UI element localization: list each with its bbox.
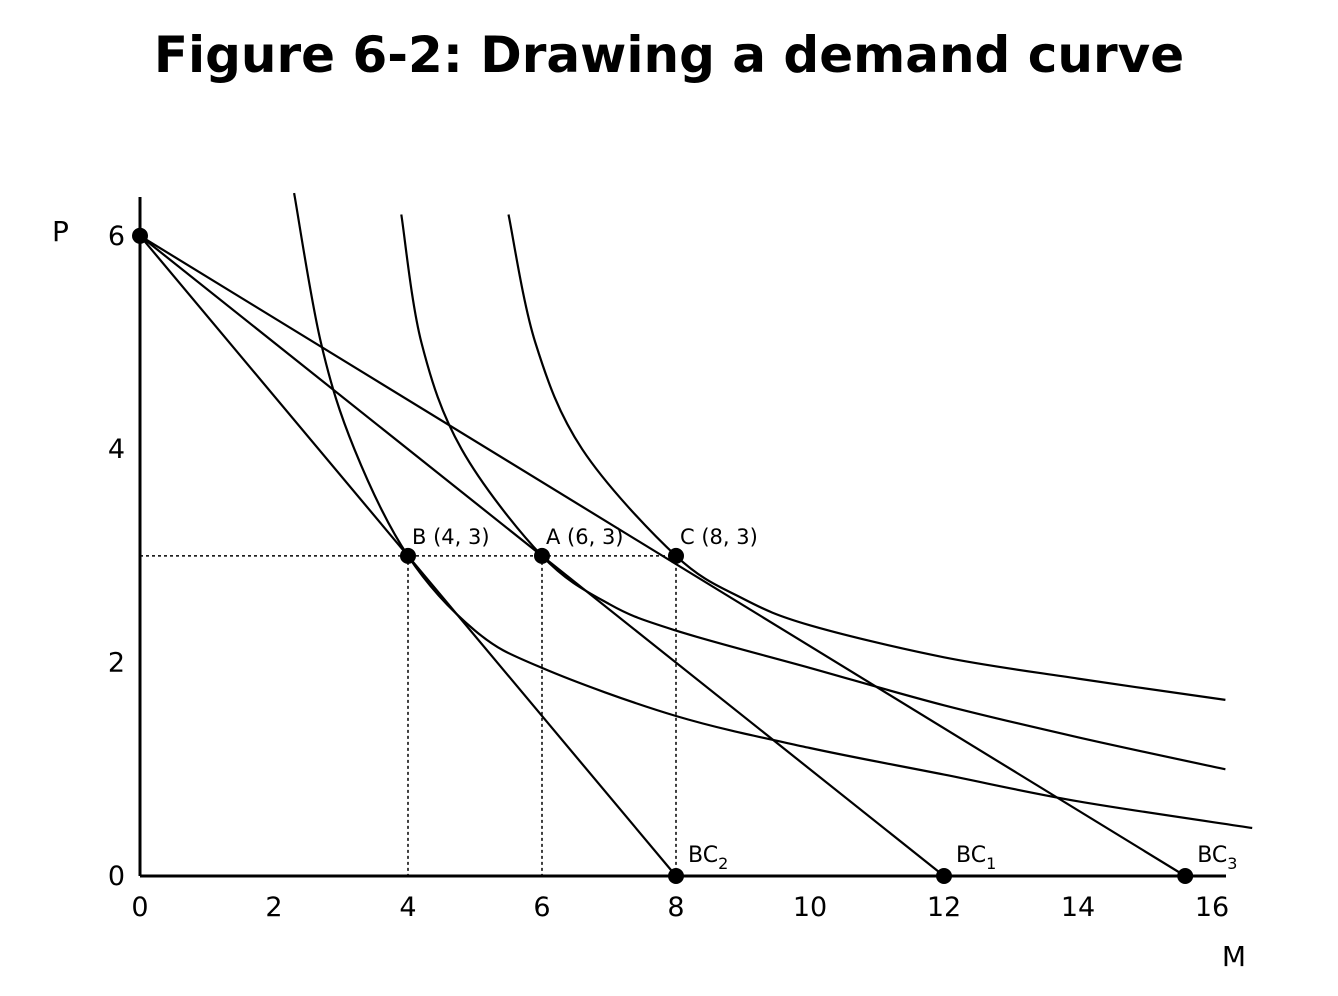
point-label: C (8, 3): [680, 525, 758, 549]
x-tick-label: 2: [265, 892, 282, 923]
points: [132, 227, 1194, 884]
x-tick-label: 6: [533, 892, 550, 923]
budget-line-label: BC3: [1197, 843, 1237, 873]
budget-line-bc3: [139, 234, 1186, 877]
x-tick-label: 10: [793, 892, 827, 923]
x-axis-label: M: [1222, 940, 1246, 973]
indifference-curve-3: [507, 214, 1226, 701]
x-tick-label: 8: [667, 892, 684, 923]
y-tick-label: 4: [108, 434, 125, 465]
labels: BC2 BC1 BC3 B (4, 3) A (6, 3) C (8, 3) P M: [52, 215, 1246, 973]
indifference-curves: [293, 192, 1253, 830]
x-tick-label: 4: [399, 892, 416, 923]
tick-labels: 0 2 4 6 8 10 12 14 16 0 2 4 6: [108, 221, 1229, 923]
x-tick-label: 0: [131, 892, 148, 923]
reference-lines: [140, 555, 677, 876]
point-label: B (4, 3): [412, 525, 490, 549]
point-label: A (6, 3): [546, 525, 624, 549]
chart-title: Figure 6-2: Drawing a demand curve: [153, 26, 1185, 84]
budget-line-endpoint: [1177, 868, 1194, 884]
y-tick-label: 6: [108, 221, 125, 252]
point-marker: [534, 547, 550, 564]
point-marker: [400, 547, 416, 564]
budget-line-label: BC1: [956, 843, 996, 873]
y-tick-label: 2: [108, 648, 125, 679]
x-tick-label: 14: [1061, 892, 1095, 923]
y-axis-label: P: [52, 215, 69, 248]
y-tick-label: 0: [108, 861, 125, 892]
budget-line-label: BC2: [688, 843, 728, 873]
indifference-curve-1: [293, 192, 1253, 830]
indifference-curve-2: [400, 214, 1226, 771]
budget-line-endpoint: [936, 868, 952, 884]
intercept-point: [132, 227, 148, 244]
x-tick-label: 16: [1195, 892, 1229, 923]
point-marker: [668, 547, 684, 564]
budget-line-endpoint: [668, 868, 684, 884]
x-tick-label: 12: [927, 892, 961, 923]
